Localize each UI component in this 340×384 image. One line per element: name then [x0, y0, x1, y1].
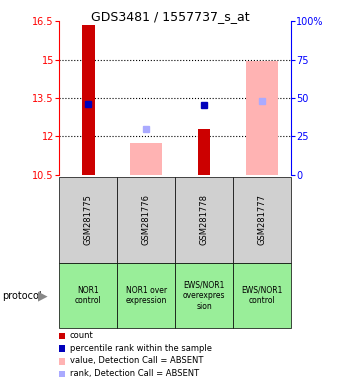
Text: count: count [70, 331, 94, 340]
Text: rank, Detection Call = ABSENT: rank, Detection Call = ABSENT [70, 369, 199, 378]
Bar [246, 61, 278, 175]
Bar [198, 129, 210, 175]
Text: ▶: ▶ [38, 289, 47, 302]
Text: percentile rank within the sample: percentile rank within the sample [70, 344, 212, 353]
Bar [82, 25, 95, 175]
Text: GDS3481 / 1557737_s_at: GDS3481 / 1557737_s_at [91, 10, 249, 23]
Text: EWS/NOR1
overexpres
sion: EWS/NOR1 overexpres sion [183, 281, 225, 311]
Text: NOR1
control: NOR1 control [75, 286, 102, 305]
Text: value, Detection Call = ABSENT: value, Detection Call = ABSENT [70, 356, 203, 366]
Text: EWS/NOR1
control: EWS/NOR1 control [241, 286, 283, 305]
Text: GSM281777: GSM281777 [257, 194, 266, 245]
Bar [130, 143, 162, 175]
Text: NOR1 over
expression: NOR1 over expression [125, 286, 167, 305]
Text: protocol: protocol [2, 291, 41, 301]
Text: GSM281775: GSM281775 [84, 194, 93, 245]
Text: GSM281776: GSM281776 [142, 194, 151, 245]
Text: GSM281778: GSM281778 [200, 194, 208, 245]
